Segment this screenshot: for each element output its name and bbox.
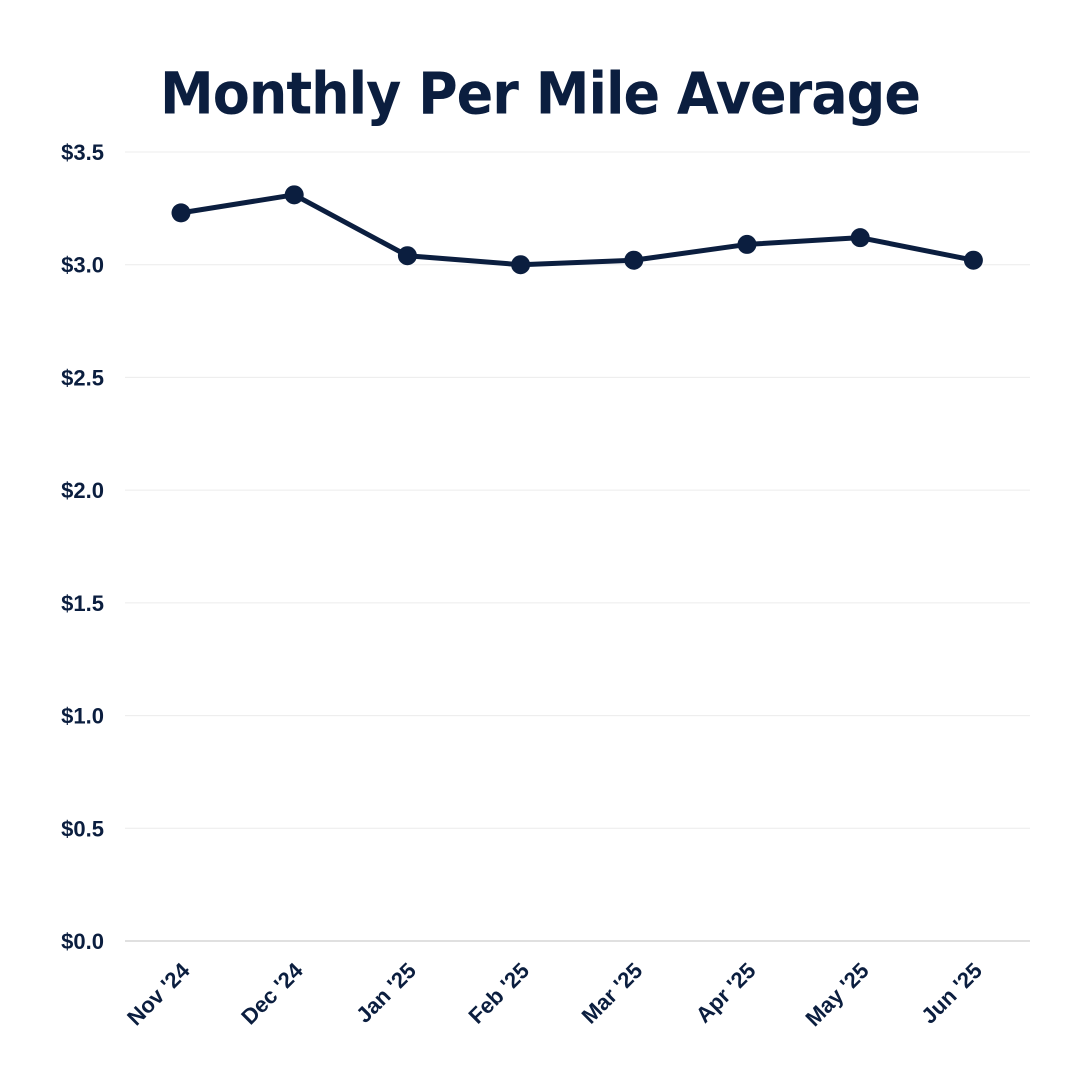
- data-point: [850, 228, 870, 248]
- y-tick-label: $0.5: [61, 816, 104, 841]
- x-axis-ticks: Nov '24 Dec '24 Jan '25 Feb '25 Mar '25 Apr '…: [122, 957, 987, 1031]
- y-tick-label: $2.5: [61, 365, 104, 390]
- x-tick-label: Nov '24: [122, 957, 195, 1030]
- x-tick-label: May '25: [800, 958, 873, 1031]
- data-point: [511, 255, 531, 275]
- y-tick-label: $3.5: [61, 140, 104, 165]
- x-tick-label: Feb '25: [463, 958, 534, 1029]
- data-point: [963, 250, 983, 270]
- grid-layer: [125, 151, 1030, 942]
- data-point: [737, 234, 757, 254]
- x-tick-label: Jan '25: [351, 958, 421, 1028]
- y-tick-label: $3.0: [61, 253, 104, 278]
- chart-title: Monthly Per Mile Average: [160, 59, 921, 128]
- y-tick-label: $0.0: [61, 929, 104, 954]
- y-tick-label: $1.5: [61, 591, 104, 616]
- data-point: [624, 250, 644, 270]
- x-tick-label: Apr '25: [691, 958, 761, 1028]
- data-point: [171, 203, 191, 223]
- data-point: [397, 246, 417, 266]
- series-layer: [171, 185, 983, 275]
- x-tick-label: Jun '25: [916, 958, 987, 1029]
- data-point: [284, 185, 304, 205]
- series-line: [178, 192, 976, 268]
- y-axis-ticks: $0.0 $0.5 $1.0 $1.5 $2.0 $2.5 $3.0 $3.5: [61, 140, 104, 954]
- x-tick-label: Mar '25: [577, 958, 648, 1029]
- y-tick-label: $2.0: [61, 478, 104, 503]
- x-tick-label: Dec '24: [236, 957, 308, 1029]
- y-tick-label: $1.0: [61, 704, 104, 729]
